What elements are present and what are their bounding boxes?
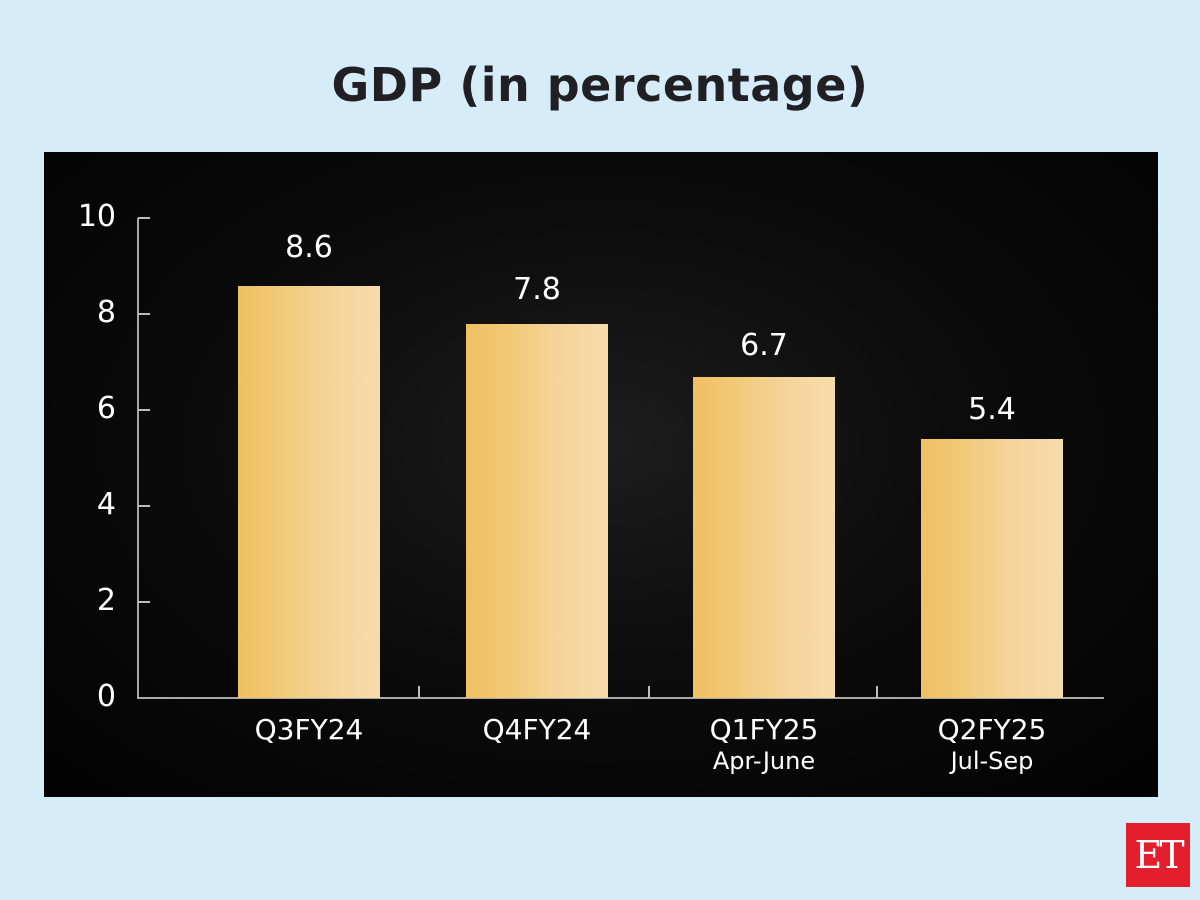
- x-tick: [418, 686, 420, 698]
- y-tick-8: [138, 313, 150, 315]
- category-label-q2fy25: Q2FY25 Jul-Sep: [892, 713, 1092, 775]
- value-label-q1fy25: 6.7: [740, 328, 788, 363]
- y-label-8: 8: [96, 295, 116, 330]
- value-label-q4fy24: 7.8: [513, 272, 561, 307]
- bar-q2fy25: [921, 439, 1063, 698]
- y-label-4: 4: [96, 487, 116, 522]
- value-label-q3fy24: 8.6: [285, 230, 333, 265]
- y-tick-6: [138, 409, 150, 411]
- et-logo-icon: ET: [1126, 823, 1190, 887]
- y-label-2: 2: [96, 583, 116, 618]
- y-tick-4: [138, 505, 150, 507]
- category-name: Q1FY25: [709, 713, 819, 746]
- y-axis-line: [137, 218, 139, 699]
- category-label-q3fy24: Q3FY24: [209, 713, 409, 747]
- x-tick: [876, 686, 878, 698]
- bar-q4fy24: [466, 324, 608, 698]
- chart-title: GDP (in percentage): [331, 58, 869, 112]
- y-label-0: 0: [96, 679, 116, 714]
- category-label-q1fy25: Q1FY25 Apr-June: [664, 713, 864, 775]
- category-subtitle: Jul-Sep: [950, 747, 1034, 775]
- logo-text: ET: [1134, 833, 1184, 877]
- category-name: Q3FY24: [254, 713, 364, 746]
- y-label-10: 10: [77, 199, 116, 234]
- bar-q1fy25: [693, 377, 835, 698]
- category-subtitle: Apr-June: [712, 747, 816, 775]
- y-tick-10: [138, 217, 150, 219]
- x-tick: [648, 686, 650, 698]
- y-tick-2: [138, 601, 150, 603]
- y-label-6: 6: [96, 391, 116, 426]
- bar-q3fy24: [238, 286, 380, 698]
- category-name: Q2FY25: [937, 713, 1047, 746]
- category-name: Q4FY24: [482, 713, 592, 746]
- x-axis-line: [137, 697, 1104, 699]
- value-label-q2fy25: 5.4: [968, 392, 1016, 427]
- category-label-q4fy24: Q4FY24: [437, 713, 637, 747]
